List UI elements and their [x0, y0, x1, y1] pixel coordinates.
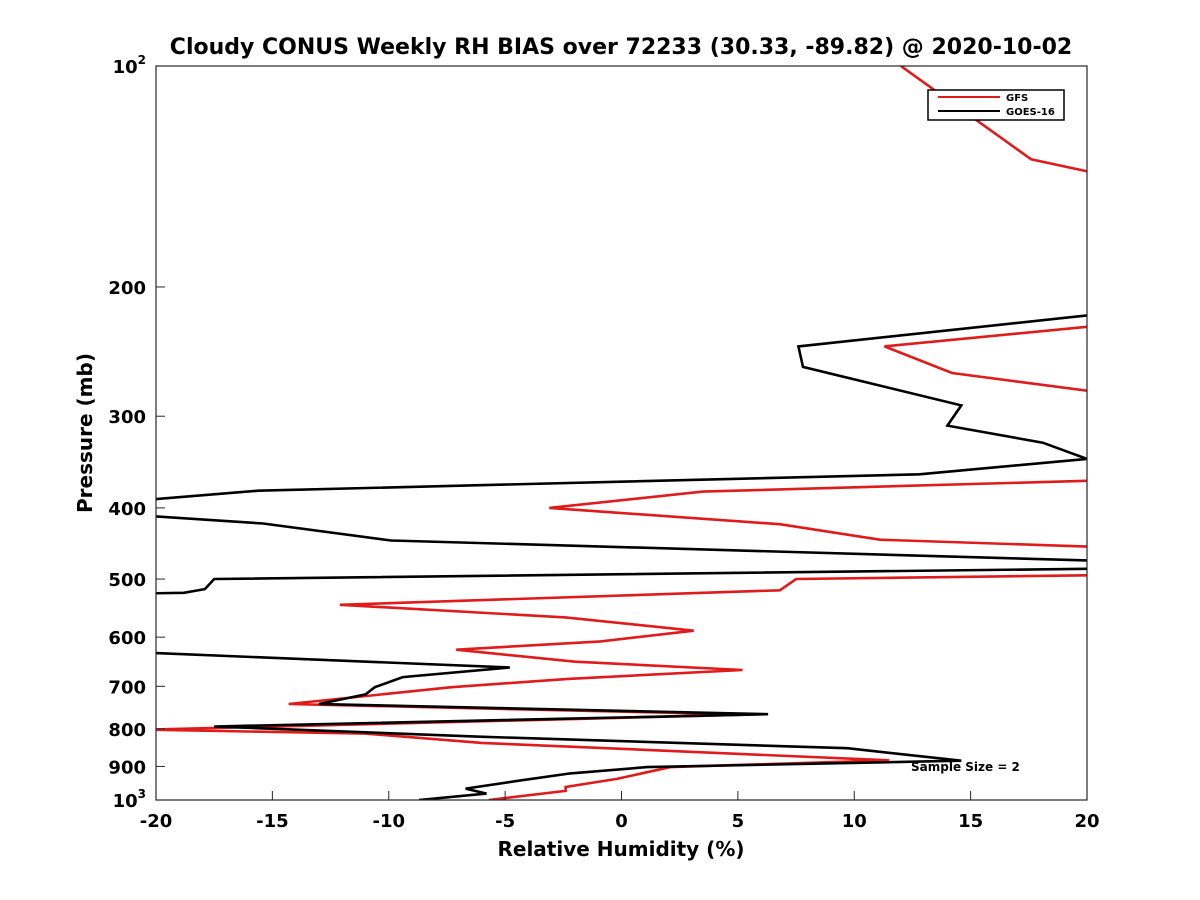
- y-tick-label: 400: [108, 499, 146, 520]
- y-tick-label: 600: [108, 628, 146, 649]
- y-tick-label: 103: [113, 787, 146, 812]
- y-tick-label: 900: [108, 757, 146, 778]
- plot-frame: [155, 65, 1088, 801]
- y-tick-label: 700: [108, 677, 146, 698]
- series-gfs-segment-3: [156, 574, 1087, 800]
- x-tick-label: -5: [495, 811, 515, 832]
- x-tick-label: 0: [615, 811, 628, 832]
- x-tick-label: 15: [958, 811, 983, 832]
- y-tick-label: 102: [113, 53, 146, 78]
- x-tick-label: 10: [842, 811, 867, 832]
- y-tick-label: 500: [108, 570, 146, 591]
- series-gfs-segment-2: [549, 479, 1087, 548]
- series-goes16-segment-1: [156, 515, 1087, 562]
- sample-size-annotation: Sample Size = 2: [911, 760, 1020, 774]
- series-goes16-segment-2: [156, 567, 1087, 595]
- legend-label-gfs: GFS: [1006, 93, 1028, 104]
- y-tick-label: 800: [108, 720, 146, 741]
- x-tick-label: -15: [256, 811, 289, 832]
- y-tick-label: 300: [108, 407, 146, 428]
- series-layer: [156, 66, 1087, 800]
- x-axis-label: Relative Humidity (%): [497, 837, 744, 861]
- x-tick-label: -10: [372, 811, 405, 832]
- series-gfs-segment-1: [884, 325, 1087, 392]
- y-axis-label: Pressure (mb): [73, 353, 97, 513]
- x-tick-label: 20: [1074, 811, 1099, 832]
- y-axis: 102 200 300 400 500 600 700 800 900 103: [108, 53, 165, 812]
- series-goes16-segment-3: [156, 651, 962, 800]
- legend-label-goes16: GOES-16: [1006, 107, 1055, 118]
- x-tick-label: -20: [140, 811, 173, 832]
- y-tick-label: 200: [108, 278, 146, 299]
- series-goes16-segment-0: [156, 314, 1087, 501]
- chart-title: Cloudy CONUS Weekly RH BIAS over 72233 (…: [170, 35, 1072, 60]
- x-tick-label: 5: [732, 811, 745, 832]
- legend-box: [927, 89, 1065, 121]
- x-axis: -20 -15 -10 -5 0 5 10 15 20: [140, 791, 1100, 832]
- legend: GFS GOES-16: [927, 89, 1065, 121]
